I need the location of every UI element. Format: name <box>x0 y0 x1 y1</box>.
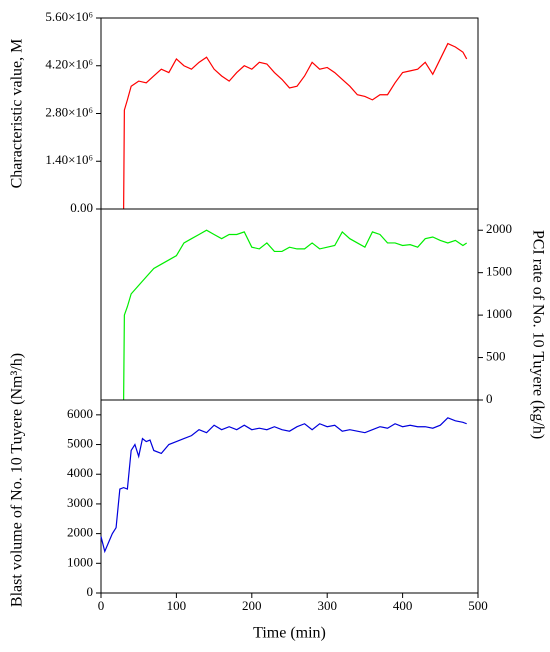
data-line <box>123 229 468 401</box>
x-tick-label: 100 <box>167 598 187 613</box>
y-tick-label: 1500 <box>486 264 512 279</box>
x-axis-title: Time (min) <box>253 625 326 642</box>
y-axis-title: Blast volume of No. 10 Tuyere (Nm³/h) <box>9 353 26 607</box>
x-tick-label: 300 <box>317 598 337 613</box>
y-tick-label: 2.80×10⁶ <box>45 104 93 119</box>
y-tick-label: 1000 <box>486 306 512 321</box>
y-tick-label: 0 <box>486 391 493 406</box>
y-tick-label: 6000 <box>67 406 93 421</box>
y-tick-label: 1000 <box>67 554 93 569</box>
y-tick-label: 4000 <box>67 465 93 480</box>
y-tick-label: 0 <box>87 584 94 599</box>
x-tick-label: 400 <box>393 598 413 613</box>
y-tick-label: 5000 <box>67 436 93 451</box>
panel-frame <box>100 17 479 210</box>
y-tick-label: 3000 <box>67 495 93 510</box>
data-line <box>100 417 467 554</box>
y-axis-title: Characteristic value, M <box>9 39 26 189</box>
y-tick-label: 0.00 <box>70 200 93 215</box>
y-axis-title: PCI rate of No. 10 Tuyere (kg/h) <box>529 230 546 439</box>
y-tick-label: 2000 <box>67 525 93 540</box>
y-tick-label: 5.60×10⁶ <box>45 9 93 24</box>
y-tick-label: 1.40×10⁶ <box>45 152 93 167</box>
panel-frame <box>100 399 479 594</box>
data-line <box>123 42 468 210</box>
y-tick-label: 2000 <box>486 221 512 236</box>
y-tick-label: 4.20×10⁶ <box>45 57 93 72</box>
x-tick-label: 0 <box>98 598 105 613</box>
y-tick-label: 500 <box>486 349 506 364</box>
x-tick-label: 500 <box>468 598 488 613</box>
x-tick-label: 200 <box>242 598 262 613</box>
panel-frame <box>100 208 479 401</box>
